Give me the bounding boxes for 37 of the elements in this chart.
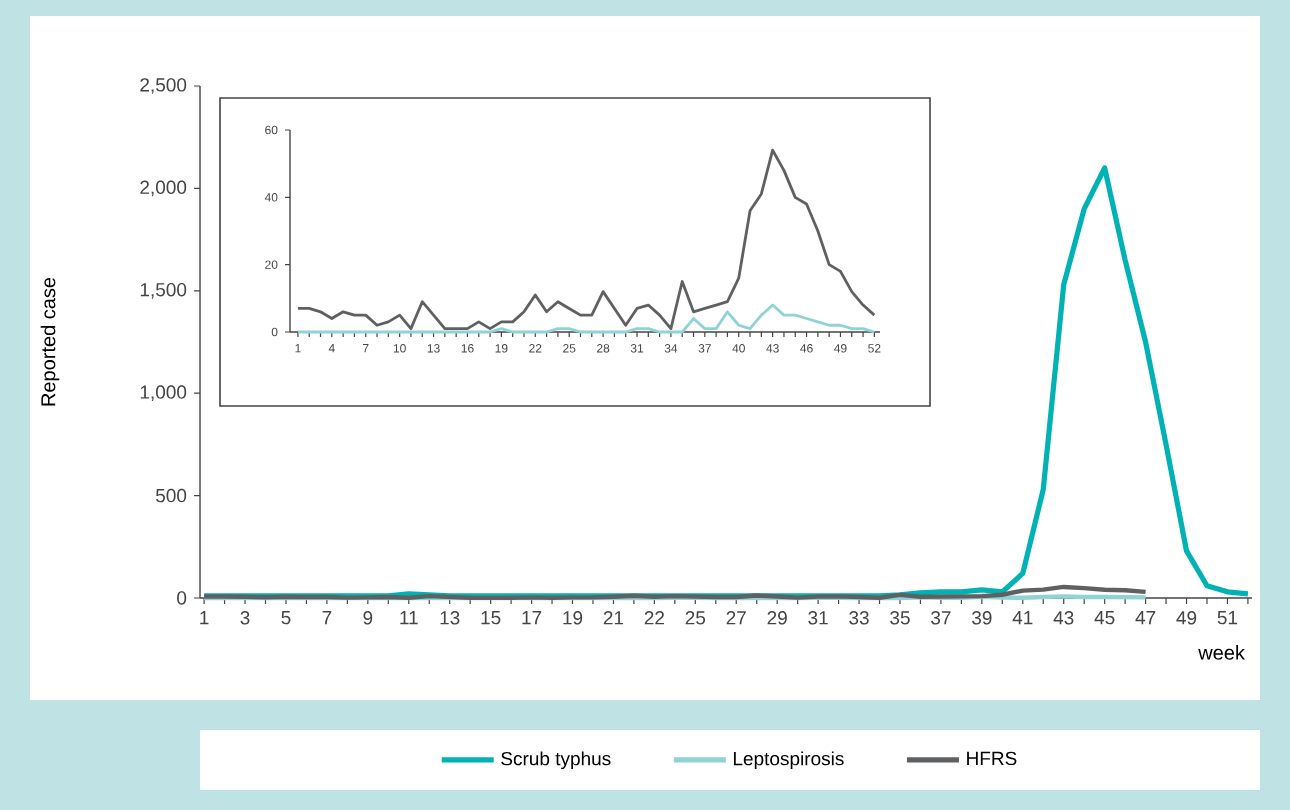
x-tick-label: 45 bbox=[1094, 611, 1115, 625]
x-tick-label: 21 bbox=[603, 611, 624, 625]
y-tick-label: 1,500 bbox=[140, 282, 187, 299]
x-tick-label: 41 bbox=[1012, 611, 1033, 625]
x-tick-label: 35 bbox=[890, 611, 910, 625]
x-tick-label: 31 bbox=[808, 611, 828, 625]
x-tick-label: 15 bbox=[481, 611, 501, 625]
legend-label: HFRS bbox=[967, 751, 1017, 766]
x-tick-label: 3 bbox=[240, 611, 250, 625]
x-tick-label: 51 bbox=[1217, 611, 1238, 625]
y-tick-label: 2,500 bbox=[140, 78, 187, 94]
x-axis-title: week bbox=[1198, 645, 1245, 660]
y-tick-label: 0 bbox=[177, 591, 187, 605]
x-tick-label: 37 bbox=[931, 611, 951, 625]
x-tick-label: 47 bbox=[1135, 611, 1156, 625]
y-tick-label: 2,000 bbox=[140, 180, 187, 197]
x-tick-label: 5 bbox=[281, 611, 291, 625]
y-tick-label: 1,000 bbox=[140, 385, 187, 402]
x-tick-label: 11 bbox=[400, 611, 418, 625]
x-tick-label: 27 bbox=[726, 611, 746, 625]
x-tick-label: 29 bbox=[767, 611, 787, 625]
x-tick-label: 39 bbox=[972, 611, 992, 625]
x-tick-label: 13 bbox=[440, 611, 460, 625]
y-tick-label: 500 bbox=[155, 488, 187, 503]
x-tick-label: 1 bbox=[200, 611, 209, 625]
x-tick-label: 25 bbox=[685, 611, 706, 625]
y-axis-title: Reported case bbox=[40, 277, 60, 406]
x-tick-label: 19 bbox=[563, 611, 583, 625]
x-tick-label: 9 bbox=[363, 611, 373, 625]
x-tick-label: 33 bbox=[849, 611, 869, 625]
x-tick-label: 43 bbox=[1053, 611, 1074, 625]
legend-label: Leptospirosis bbox=[733, 751, 844, 770]
legend-label: Scrub typhus bbox=[501, 751, 611, 770]
x-tick-label: 22 bbox=[644, 611, 664, 625]
x-tick-label: 7 bbox=[322, 611, 332, 625]
x-tick-label: 49 bbox=[1176, 611, 1197, 625]
x-tick-label: 17 bbox=[522, 611, 542, 625]
